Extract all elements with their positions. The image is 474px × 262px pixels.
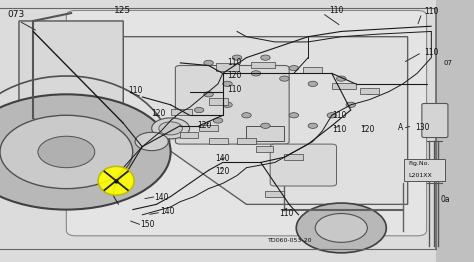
Circle shape: [308, 123, 318, 128]
Text: 150: 150: [140, 220, 155, 229]
Circle shape: [213, 118, 223, 123]
Bar: [284, 154, 303, 160]
Bar: [171, 109, 192, 115]
Circle shape: [223, 81, 232, 86]
Text: 140: 140: [216, 154, 230, 163]
Polygon shape: [123, 37, 408, 204]
Bar: [209, 98, 228, 105]
Bar: [216, 63, 239, 71]
Circle shape: [223, 102, 232, 107]
Text: 110: 110: [424, 48, 438, 57]
Text: 110: 110: [332, 125, 346, 134]
FancyBboxPatch shape: [175, 66, 289, 144]
Text: 120: 120: [228, 72, 242, 80]
Text: Fig.No.: Fig.No.: [409, 161, 430, 166]
Ellipse shape: [98, 166, 134, 195]
Bar: [256, 146, 273, 152]
Circle shape: [194, 107, 204, 113]
Text: 130: 130: [415, 123, 429, 132]
Bar: [332, 83, 356, 89]
Circle shape: [204, 92, 213, 97]
Circle shape: [289, 66, 299, 71]
Bar: [209, 138, 228, 144]
FancyBboxPatch shape: [422, 103, 448, 138]
Bar: [199, 125, 218, 131]
Circle shape: [280, 76, 289, 81]
Text: L201XX: L201XX: [409, 173, 432, 178]
Text: TD060-053-20: TD060-053-20: [268, 238, 313, 243]
Circle shape: [296, 203, 386, 253]
Text: 120: 120: [360, 125, 374, 134]
Text: 073: 073: [7, 10, 24, 19]
Text: 110: 110: [329, 6, 344, 15]
Text: 110: 110: [228, 85, 242, 94]
Bar: [251, 62, 275, 68]
Circle shape: [0, 94, 171, 210]
Circle shape: [315, 214, 367, 242]
Circle shape: [337, 76, 346, 81]
Bar: [360, 88, 379, 94]
Circle shape: [232, 55, 242, 60]
Bar: [265, 191, 284, 196]
Circle shape: [135, 132, 168, 151]
Text: 07: 07: [443, 60, 452, 66]
Circle shape: [365, 89, 374, 94]
Circle shape: [308, 81, 318, 86]
Text: 110: 110: [228, 58, 242, 67]
Circle shape: [261, 123, 270, 128]
Text: A: A: [398, 123, 403, 132]
Text: 110: 110: [128, 86, 142, 95]
Circle shape: [152, 118, 190, 139]
Circle shape: [0, 115, 133, 189]
Bar: [303, 67, 322, 73]
Text: 120: 120: [152, 110, 166, 118]
Text: 120: 120: [216, 167, 230, 176]
Circle shape: [242, 113, 251, 118]
Text: 110: 110: [332, 111, 346, 120]
Text: 120: 120: [197, 121, 211, 130]
FancyBboxPatch shape: [404, 159, 445, 181]
Circle shape: [289, 113, 299, 118]
Text: 110: 110: [280, 209, 294, 218]
Text: 0a: 0a: [441, 195, 450, 204]
Bar: [246, 126, 284, 141]
Circle shape: [261, 55, 270, 60]
Text: 140: 140: [160, 207, 174, 216]
FancyBboxPatch shape: [66, 10, 427, 236]
Circle shape: [346, 102, 356, 107]
Circle shape: [251, 71, 261, 76]
Circle shape: [159, 122, 182, 135]
Text: 110: 110: [424, 7, 438, 16]
Bar: [237, 138, 256, 144]
FancyBboxPatch shape: [270, 144, 337, 186]
Polygon shape: [19, 21, 123, 157]
FancyBboxPatch shape: [0, 0, 436, 262]
Bar: [180, 132, 198, 138]
Circle shape: [38, 136, 95, 168]
Text: 125: 125: [114, 6, 131, 15]
Circle shape: [204, 60, 213, 66]
Circle shape: [327, 113, 337, 118]
Text: 140: 140: [154, 193, 169, 201]
